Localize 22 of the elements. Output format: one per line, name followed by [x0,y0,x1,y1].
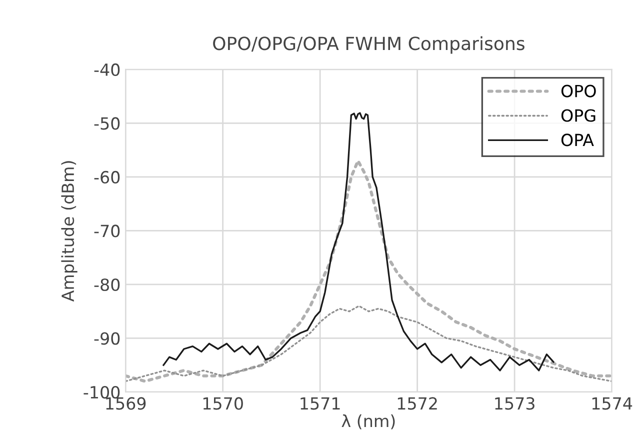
x-tick-label: 1572 [398,397,437,410]
line-series [126,305,612,382]
y-tick-label: -60 [94,170,120,184]
x-tick-label: 1574 [592,397,632,410]
x-tick-label: 1569 [106,397,146,410]
x-axis-title: λ (nm) [342,414,395,430]
chart-title: OPO/OPG/OPA FWHM Comparisons [213,36,524,54]
y-tick-label: -80 [94,278,120,292]
y-tick-label: -40 [94,63,120,76]
legend-label: OPO [561,84,596,98]
line-series [162,112,554,372]
y-tick-label: -100 [84,386,120,399]
x-tick-label: 1571 [300,397,340,410]
x-tick-label: 1570 [203,397,243,410]
x-tick-label: 1573 [495,397,534,410]
y-tick-label: -90 [94,332,120,345]
legend-label: OPG [561,109,596,122]
y-tick-label: -70 [94,224,120,238]
y-tick-label: -50 [94,117,120,130]
y-axis-title: Amplitude (dBm) [61,161,78,302]
legend-label: OPA [561,134,594,146]
line-series [126,159,612,383]
